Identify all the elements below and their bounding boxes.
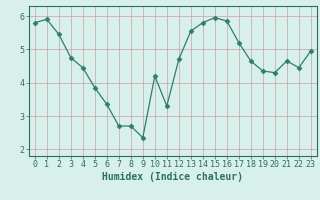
X-axis label: Humidex (Indice chaleur): Humidex (Indice chaleur) <box>102 172 243 182</box>
